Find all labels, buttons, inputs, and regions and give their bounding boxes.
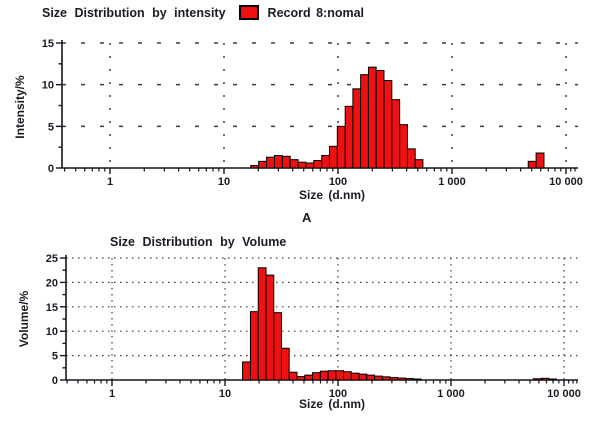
- histogram-bar: [375, 70, 385, 169]
- histogram-bar: [305, 162, 315, 169]
- histogram-bar: [273, 155, 283, 169]
- x-tick-label: 100: [329, 176, 347, 188]
- histogram-bar: [304, 374, 314, 381]
- histogram-bar: [366, 374, 376, 381]
- volume-chart-title: Size Distribution by Volume: [110, 235, 287, 249]
- histogram-bar: [343, 371, 352, 381]
- histogram-bar: [535, 152, 545, 169]
- x-tick-label: 10 000: [549, 176, 583, 188]
- histogram-bar: [250, 165, 260, 169]
- histogram-bar: [335, 370, 345, 381]
- histogram-bar: [321, 155, 331, 169]
- histogram-bar: [329, 145, 338, 169]
- histogram-bar: [273, 312, 282, 381]
- x-tick-label: 100: [329, 388, 347, 400]
- histogram-bar: [374, 375, 383, 381]
- x-tick-label: 10 000: [547, 388, 581, 400]
- histogram-bar: [242, 361, 251, 381]
- histogram-bar: [397, 377, 407, 381]
- histogram-bar: [265, 274, 275, 381]
- histogram-bar: [280, 347, 290, 381]
- histogram-bar: [281, 155, 291, 169]
- legend-label: Record 8:nomal: [267, 5, 365, 20]
- y-tick-label: 25: [46, 253, 58, 265]
- volume-x-axis-label: Size (d.nm): [298, 397, 365, 411]
- histogram-bar: [296, 376, 306, 381]
- volume-plot: 0 5 10 15 20 25 1 10 100 1 000 10 000: [46, 253, 581, 400]
- histogram-bar: [266, 156, 275, 169]
- histogram-bar: [352, 88, 362, 169]
- y-tick-label: 0: [52, 375, 58, 387]
- histogram-bar: [389, 377, 399, 381]
- y-tick-label: 15: [46, 302, 58, 314]
- histogram-bar: [336, 125, 346, 169]
- x-tick-label: 1: [107, 176, 113, 188]
- histogram-bar: [383, 80, 393, 169]
- intensity-title-row: Size Distribution by intensity Record 8:…: [42, 5, 364, 20]
- x-tick-label: 10: [219, 388, 231, 400]
- histogram-bar: [406, 148, 416, 169]
- histogram-bar: [327, 370, 337, 381]
- volume-title-row: Size Distribution by Volume: [110, 235, 286, 249]
- histogram-bar: [412, 378, 422, 381]
- histogram-bar: [367, 66, 377, 169]
- y-tick-label: 0: [48, 163, 54, 175]
- y-tick-label: 10: [46, 326, 58, 338]
- histogram-bar: [288, 371, 298, 381]
- x-tick-label: 1 000: [438, 176, 466, 188]
- y-tick-label: 20: [46, 277, 58, 289]
- histogram-bar: [258, 160, 268, 169]
- histogram-bar: [289, 159, 299, 169]
- histogram-bar: [532, 378, 542, 381]
- intensity-plot: 0 5 10 15 1 10 100 1 000 10 000: [42, 38, 583, 188]
- y-tick-label: 5: [52, 351, 58, 363]
- intensity-chart-title: Size Distribution by intensity: [42, 5, 226, 20]
- histogram-bar: [350, 372, 360, 381]
- histogram-bar: [527, 160, 537, 169]
- y-tick-label: 10: [42, 80, 54, 92]
- histogram-bar: [319, 370, 329, 381]
- histogram-bar: [414, 159, 424, 169]
- histogram-bar: [399, 124, 408, 169]
- histogram-bar: [312, 372, 321, 381]
- histogram-bar: [360, 74, 369, 169]
- intensity-x-axis-label: Size (d.nm): [298, 188, 365, 202]
- y-tick-label: 5: [48, 121, 54, 133]
- histogram-bar: [548, 378, 558, 381]
- histogram-bar: [391, 99, 401, 169]
- legend-swatch-icon: [238, 5, 259, 20]
- histogram-bar: [405, 378, 414, 381]
- x-tick-label: 10: [218, 176, 230, 188]
- x-tick-label: 1: [109, 388, 115, 400]
- histogram-bar: [257, 267, 267, 381]
- y-tick-label: 15: [42, 38, 54, 50]
- histogram-bar: [313, 160, 323, 169]
- histogram-bar: [297, 161, 307, 169]
- x-tick-label: 1 000: [437, 388, 465, 400]
- histogram-bar: [249, 311, 259, 381]
- histogram-bar: [540, 377, 550, 381]
- panel-label-a: A: [302, 210, 312, 225]
- histogram-bar: [358, 373, 368, 381]
- histogram-bar: [381, 376, 391, 381]
- histogram-bar: [344, 105, 354, 169]
